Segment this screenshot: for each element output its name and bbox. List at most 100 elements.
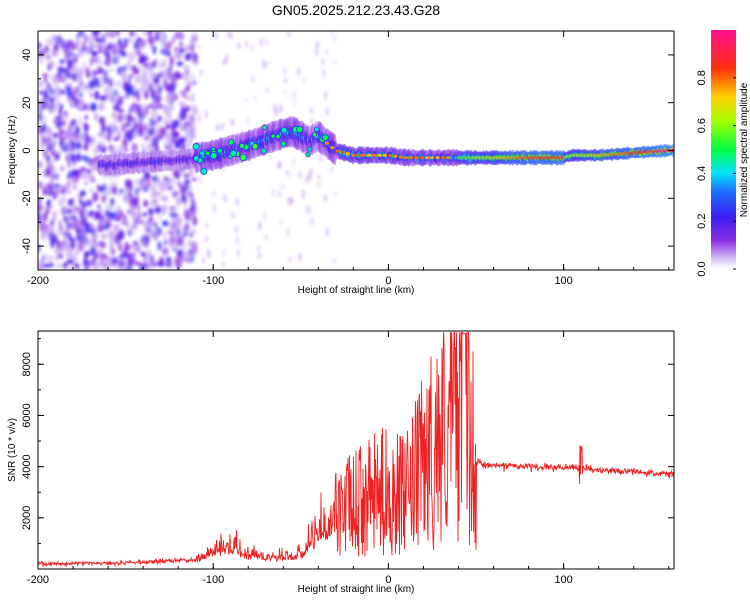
spectrogram-cell bbox=[50, 48, 58, 55]
spectrogram-cell bbox=[382, 153, 387, 157]
spectrogram-cell bbox=[55, 263, 64, 269]
spectrogram-cell bbox=[152, 221, 158, 228]
spectrogram-cell bbox=[178, 236, 185, 244]
spectrogram-cell bbox=[81, 201, 86, 210]
spectrogram-cell bbox=[212, 204, 216, 214]
spectrogram-cell bbox=[110, 197, 115, 207]
spectrogram-cell bbox=[258, 221, 262, 231]
x-tick-label: -100 bbox=[202, 574, 224, 586]
spectrogram-cell bbox=[346, 152, 351, 156]
spectrogram-cell bbox=[119, 144, 125, 150]
spectrogram-cell bbox=[150, 109, 158, 119]
spectrogram-cell bbox=[79, 93, 83, 98]
spectrogram-cell bbox=[145, 219, 151, 229]
spectrogram-cell bbox=[84, 67, 91, 73]
spectrogram-cell bbox=[100, 42, 106, 47]
spectrogram-cell bbox=[124, 246, 129, 254]
spectrogram-cell bbox=[290, 196, 294, 205]
spectrogram-cell bbox=[189, 44, 195, 49]
spectrogram-cell bbox=[89, 229, 97, 234]
spectrogram-cell bbox=[54, 248, 59, 254]
spectrogram-cell bbox=[75, 125, 81, 135]
spectrogram-cell bbox=[179, 233, 183, 239]
spectrogram-cell bbox=[106, 31, 110, 37]
spectrogram-x-axis-label: Height of straight line (km) bbox=[298, 285, 415, 296]
spectrogram-cell bbox=[54, 238, 59, 243]
spectrogram-cell bbox=[156, 94, 161, 105]
spectrogram-cell bbox=[73, 77, 77, 83]
spectrogram-cell bbox=[205, 236, 208, 242]
spectrogram-cell bbox=[131, 249, 135, 260]
spectrogram-cell bbox=[66, 208, 73, 214]
spectrogram-cell bbox=[172, 79, 177, 86]
spectrogram-cell bbox=[147, 251, 151, 258]
y-tick-label: 20 bbox=[21, 97, 33, 109]
spectrogram-cell bbox=[117, 260, 125, 267]
spectrogram-cell bbox=[372, 153, 377, 157]
colorbar-tick-label: 0.0 bbox=[696, 261, 708, 276]
spectrogram-cell bbox=[104, 210, 111, 218]
spectrogram-cell bbox=[130, 210, 136, 219]
spectrogram-cell bbox=[113, 145, 117, 150]
spectrogram-cell bbox=[150, 101, 155, 111]
spectrogram-cell bbox=[124, 219, 130, 228]
spectrogram-cell bbox=[78, 98, 84, 105]
spectrogram-cell bbox=[183, 173, 190, 178]
spectrogram-cell bbox=[101, 194, 107, 204]
spectrogram-cell bbox=[66, 139, 71, 148]
spectrogram-cell bbox=[132, 107, 138, 114]
x-tick-label: -100 bbox=[202, 275, 224, 287]
spectrogram-cell bbox=[148, 128, 153, 137]
spectrogram-cell bbox=[157, 241, 162, 251]
spectrogram-cell bbox=[80, 190, 86, 197]
spectrogram-cell bbox=[134, 178, 140, 185]
spectrogram-cell bbox=[105, 56, 110, 61]
spectrogram-cell bbox=[292, 91, 296, 101]
spectrogram-cell bbox=[92, 31, 100, 36]
spectrogram-cell bbox=[81, 228, 87, 235]
spectrogram-cell bbox=[75, 233, 83, 242]
spectrogram-cell bbox=[403, 156, 408, 160]
spectrogram-cell bbox=[48, 91, 52, 99]
spectrogram-cell bbox=[40, 223, 45, 232]
spectrogram-cell bbox=[153, 235, 158, 241]
spectrogram-cell bbox=[302, 76, 306, 84]
spectrogram-cell bbox=[65, 248, 72, 259]
spectrogram-cell bbox=[298, 252, 302, 262]
spectrogram-cell bbox=[308, 205, 311, 216]
spectrogram-cell bbox=[204, 110, 208, 119]
spectrogram-cell bbox=[87, 173, 95, 181]
spectrogram-cell bbox=[283, 90, 287, 95]
spectrogram-cell bbox=[88, 79, 94, 88]
spectrogram-cell bbox=[288, 257, 292, 262]
spectrogram-cell bbox=[261, 124, 268, 131]
spectrogram-cell bbox=[78, 132, 86, 143]
spectrogram-cell bbox=[50, 219, 55, 227]
spectrogram-cell bbox=[192, 105, 198, 115]
spectrogram-cell bbox=[214, 32, 218, 40]
spectrogram-cell bbox=[83, 34, 89, 44]
spectrogram-cell bbox=[92, 232, 97, 243]
spectrogram-cell bbox=[136, 50, 141, 56]
spectrogram-cell bbox=[99, 95, 107, 101]
spectrogram-cell bbox=[67, 82, 73, 87]
spectrogram-cell bbox=[74, 248, 80, 256]
spectrogram-cell bbox=[136, 205, 141, 211]
spectrogram-cell bbox=[87, 89, 91, 95]
spectrogram-cell bbox=[164, 131, 171, 141]
spectrogram-cell bbox=[84, 180, 89, 186]
spectrogram-cell bbox=[163, 106, 171, 115]
spectrogram-cell bbox=[331, 31, 335, 36]
snr-series bbox=[38, 331, 674, 568]
spectrogram-cell bbox=[136, 107, 141, 118]
spectrogram-cell bbox=[136, 37, 142, 42]
spectrogram-cell bbox=[90, 262, 96, 268]
spectrogram-cell bbox=[126, 114, 132, 123]
spectrogram-cell bbox=[118, 99, 123, 106]
spectrogram-cell bbox=[77, 70, 83, 81]
spectrogram-cell bbox=[204, 150, 210, 156]
spectrogram-cell bbox=[199, 69, 203, 76]
spectrogram-cell bbox=[101, 116, 106, 127]
spectrogram-cell bbox=[75, 141, 82, 150]
